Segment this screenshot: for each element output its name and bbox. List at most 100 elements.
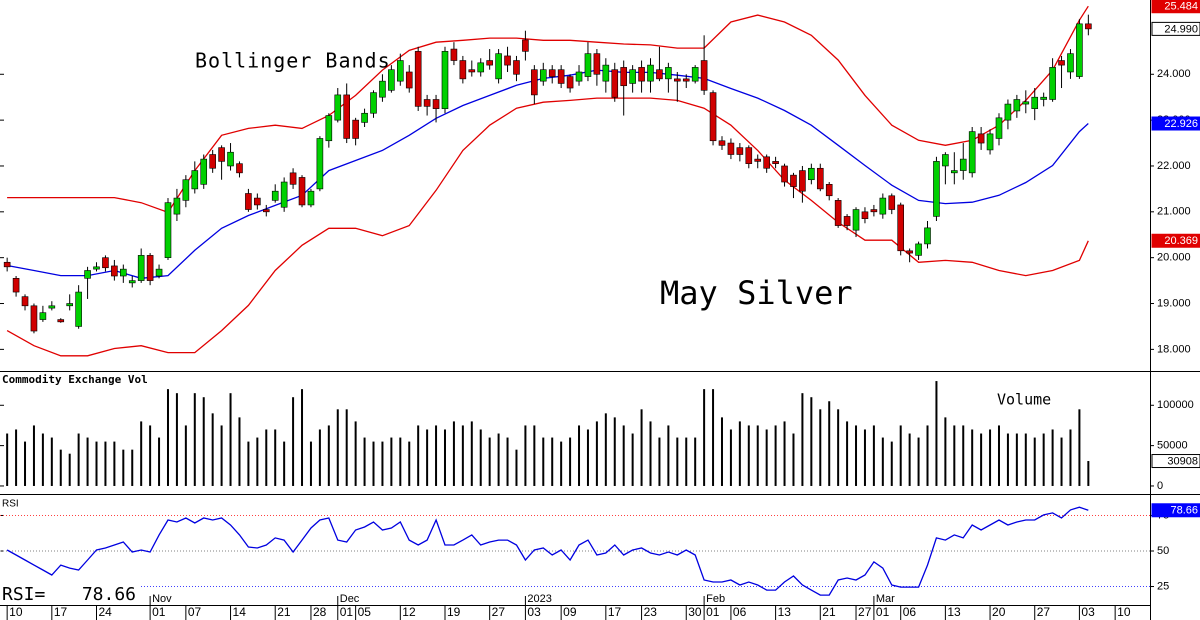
volume-bar — [783, 421, 786, 486]
x-tick-label: 27 — [1037, 605, 1051, 619]
candle-body — [718, 140, 726, 146]
candle-body — [727, 142, 735, 155]
candle-body — [414, 51, 422, 107]
y-tick-label: 20.000 — [1157, 252, 1191, 264]
candle-body — [888, 195, 896, 210]
annotation: Volume — [997, 391, 1051, 409]
volume-bar — [1060, 437, 1063, 486]
volume-bar — [390, 437, 393, 486]
candle-body — [557, 69, 565, 84]
x-tick-label: 14 — [233, 605, 247, 619]
volume-bar — [872, 425, 875, 486]
candle-body — [39, 312, 47, 320]
volume-bar — [944, 417, 947, 486]
candle-body — [575, 71, 583, 82]
volume-bar — [256, 437, 259, 486]
candle-body — [280, 181, 288, 208]
volume-bar — [828, 401, 831, 486]
candle-body — [968, 131, 976, 174]
candle-body — [897, 204, 904, 252]
candle-body — [48, 305, 56, 309]
volume-bar — [890, 441, 893, 486]
candle-body — [173, 197, 181, 215]
volume-bar — [399, 437, 402, 486]
candle-body — [620, 67, 627, 87]
candle-body — [137, 255, 145, 281]
volume-bar — [15, 429, 18, 486]
volume-bar — [926, 425, 929, 486]
candle-body — [566, 76, 574, 89]
volume-bar — [345, 409, 348, 486]
candle-body — [691, 67, 699, 82]
candle-body — [1031, 96, 1039, 109]
rsi-line — [6, 506, 1089, 596]
volume-bar — [524, 425, 527, 486]
panel-title: RSI — [2, 499, 19, 510]
candle-body — [709, 92, 717, 142]
x-tick-label: 03 — [1081, 605, 1095, 619]
volume-bar — [283, 441, 286, 486]
candle-body — [531, 69, 538, 96]
readout-box — [0, 583, 140, 605]
bollinger-middle — [6, 69, 1089, 279]
month-label: Feb — [706, 593, 725, 605]
y-tick-label: 0 — [1157, 480, 1163, 492]
volume-bar — [935, 381, 938, 486]
candle-body — [254, 197, 261, 206]
volume-bar — [202, 397, 205, 486]
value-badge — [1151, 503, 1200, 518]
bollinger-lower — [6, 97, 1089, 357]
candle-body — [146, 255, 154, 281]
candle-body — [834, 200, 842, 226]
volume-bar — [372, 441, 375, 486]
volume-bar — [515, 449, 518, 486]
volume-bar — [265, 429, 268, 486]
x-tick-label: 03 — [527, 605, 541, 619]
candle-body — [93, 266, 100, 270]
candle-body — [870, 209, 878, 213]
candle-body — [397, 60, 404, 82]
volume-bar — [229, 393, 232, 486]
candle-body — [352, 119, 359, 139]
volume-bar — [158, 437, 161, 486]
volume-bar — [1015, 433, 1018, 486]
candle-body — [852, 209, 860, 231]
month-label: Nov — [152, 593, 172, 605]
volume-bar — [846, 421, 849, 486]
candle-body — [486, 60, 493, 66]
candle-body — [1004, 103, 1012, 121]
volume-bar — [166, 389, 169, 486]
candle-body — [825, 184, 833, 197]
volume-bar — [676, 437, 679, 486]
volume-bar — [184, 425, 187, 486]
value-badge-label: 78.66 — [1170, 505, 1198, 517]
volume-bar — [417, 425, 420, 486]
candle-body — [611, 69, 619, 98]
volume-bar — [953, 425, 956, 486]
x-tick-label: 01 — [152, 605, 166, 619]
value-badge — [1151, 21, 1200, 36]
candle-body — [1022, 101, 1030, 105]
candle-body — [808, 167, 815, 181]
value-badge — [1151, 454, 1200, 469]
volume-bar — [211, 413, 214, 486]
candle-body — [102, 257, 109, 269]
candle-body — [1013, 99, 1021, 112]
candle-body — [959, 158, 967, 171]
candle-body — [450, 48, 458, 61]
volume-bar — [470, 421, 473, 486]
volume-bar — [175, 393, 178, 486]
candle-body — [468, 69, 476, 73]
volume-bar — [140, 421, 143, 486]
candle-body — [84, 270, 91, 279]
candle-body — [647, 64, 654, 82]
value-badge-label: 25.484 — [1164, 1, 1198, 13]
candle-body — [218, 147, 225, 162]
x-tick-label: 20 — [992, 605, 1006, 619]
x-tick-label: 01 — [340, 605, 354, 619]
volume-bar — [1078, 409, 1081, 486]
annotation: Bollinger Bands — [195, 49, 391, 73]
x-tick-label: 09 — [563, 605, 577, 619]
candle-body — [361, 112, 368, 123]
